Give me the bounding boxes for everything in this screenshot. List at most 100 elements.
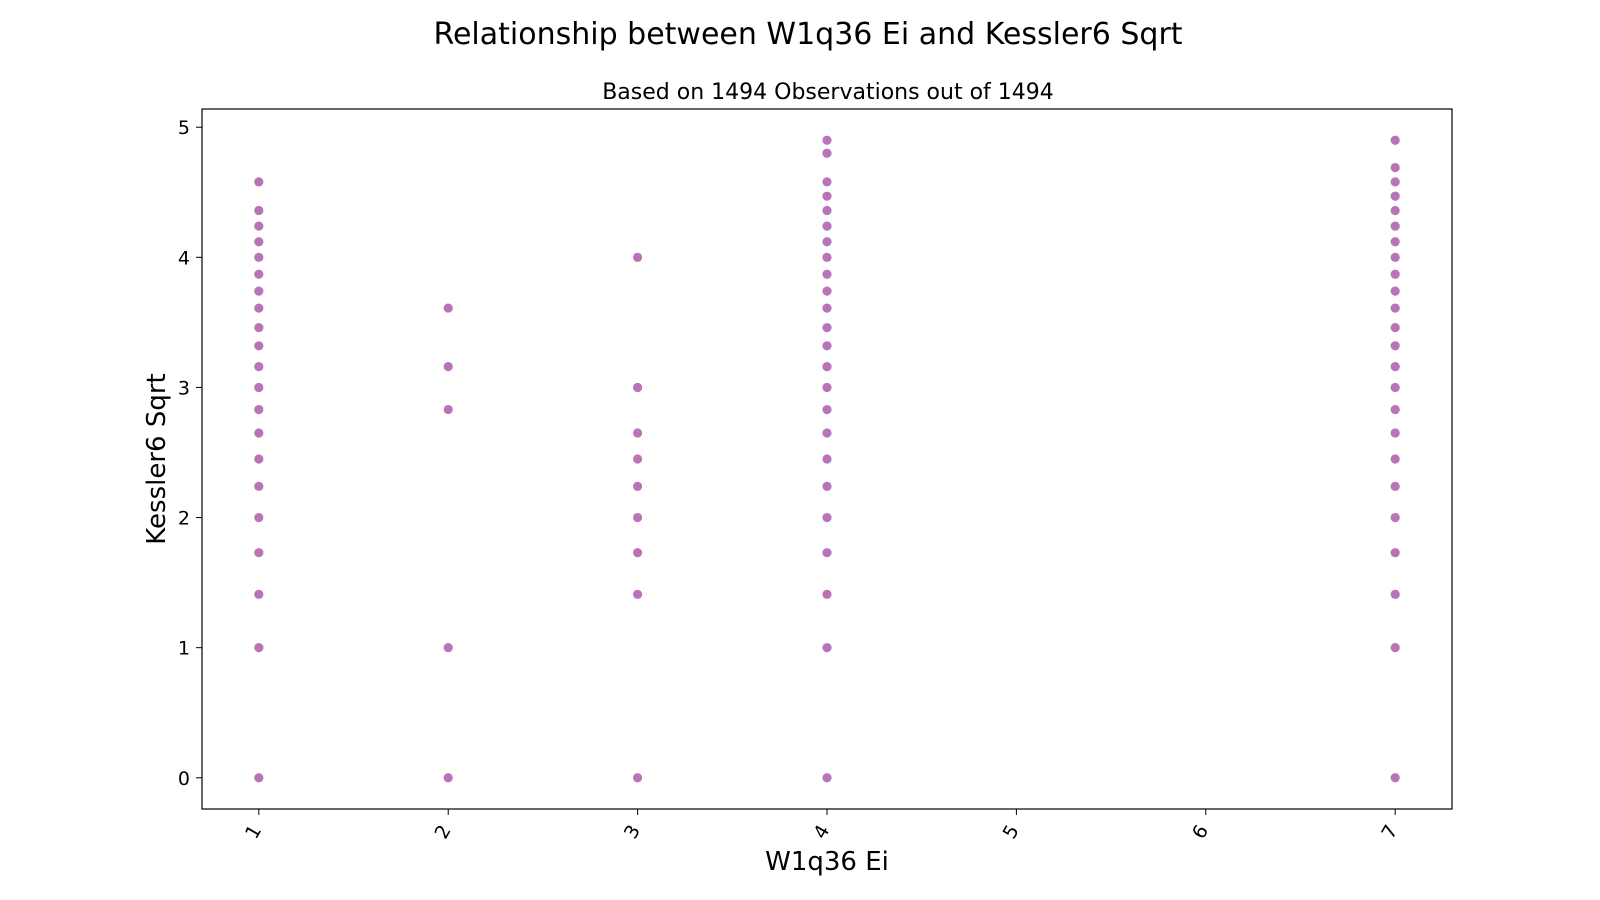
data-point: [1390, 252, 1400, 262]
data-point: [1390, 303, 1400, 313]
x-tick-label: 7: [1377, 821, 1402, 842]
x-tick-label: 5: [999, 821, 1024, 842]
data-point: [254, 773, 264, 783]
x-tick-label: 4: [809, 821, 834, 842]
data-point: [1390, 428, 1400, 438]
data-point: [822, 237, 832, 247]
data-point: [254, 221, 264, 231]
data-point: [254, 454, 264, 464]
data-points: [254, 135, 1400, 783]
x-tick-label: 1: [241, 821, 266, 842]
data-point: [254, 512, 264, 523]
x-tick-label: 6: [1188, 821, 1213, 842]
y-axis-label: Kessler6 Sqrt: [142, 373, 172, 544]
data-point: [633, 773, 643, 783]
data-point: [254, 269, 264, 279]
data-point: [1390, 269, 1400, 279]
data-point: [1390, 512, 1400, 523]
data-point: [822, 773, 832, 783]
x-tick-label: 3: [620, 821, 645, 842]
data-point: [254, 322, 264, 333]
y-axis-ticks: 0 1 2 3 4 5: [178, 117, 202, 790]
data-point: [822, 177, 832, 187]
data-point: [1390, 404, 1400, 415]
data-point: [1390, 548, 1400, 558]
data-point: [633, 252, 643, 262]
data-point: [633, 428, 643, 438]
data-point: [822, 148, 832, 158]
x-axis-ticks: 1 2 3 4 5 6 7: [241, 809, 1403, 843]
data-point: [254, 404, 264, 415]
data-point: [254, 237, 264, 247]
data-point: [633, 548, 643, 558]
data-point: [1390, 454, 1400, 464]
data-point: [254, 382, 264, 393]
data-point: [822, 322, 832, 333]
data-point: [254, 205, 264, 216]
data-point: [633, 589, 643, 599]
data-point: [1390, 205, 1400, 216]
data-point: [1390, 589, 1400, 599]
data-point: [1390, 135, 1400, 145]
chart-subtitle: Based on 1494 Observations out of 1494: [602, 80, 1054, 105]
data-point: [822, 252, 832, 262]
x-axis-label: W1q36 Ei: [765, 847, 889, 877]
data-point: [254, 362, 264, 372]
data-point: [822, 481, 832, 491]
data-point: [822, 269, 832, 279]
data-point: [633, 481, 643, 491]
data-point: [254, 341, 264, 351]
data-point: [1390, 237, 1400, 247]
data-point: [633, 382, 643, 393]
y-tick-label: 1: [178, 638, 190, 660]
data-point: [254, 428, 264, 438]
x-tick-label: 2: [430, 821, 455, 842]
data-point: [822, 286, 832, 296]
data-point: [822, 205, 832, 216]
data-point: [633, 512, 643, 523]
data-point: [254, 177, 264, 187]
data-point: [254, 286, 264, 296]
data-point: [633, 454, 643, 464]
data-point: [822, 512, 832, 523]
data-point: [822, 221, 832, 231]
data-point: [1390, 162, 1400, 173]
data-point: [254, 252, 264, 262]
data-point: [1390, 481, 1400, 491]
data-point: [1390, 341, 1400, 351]
data-point: [254, 589, 264, 599]
data-point: [1390, 643, 1400, 653]
y-tick-label: 2: [178, 508, 190, 530]
data-point: [822, 135, 832, 145]
data-point: [1390, 221, 1400, 231]
y-tick-label: 5: [178, 117, 190, 139]
data-point: [1390, 322, 1400, 333]
y-tick-label: 4: [178, 247, 190, 269]
data-point: [822, 589, 832, 599]
data-point: [254, 548, 264, 558]
data-point: [822, 643, 832, 653]
data-point: [822, 404, 832, 415]
data-point: [1390, 191, 1400, 201]
data-point: [1390, 286, 1400, 296]
data-point: [254, 481, 264, 491]
data-point: [822, 548, 832, 558]
data-point: [1390, 382, 1400, 393]
data-point: [443, 643, 453, 653]
data-point: [254, 303, 264, 313]
chart-title: Relationship between W1q36 Ei and Kessle…: [433, 17, 1182, 52]
data-point: [822, 362, 832, 372]
data-point: [822, 428, 832, 438]
data-point: [822, 191, 832, 201]
data-point: [443, 303, 453, 313]
y-tick-label: 0: [178, 768, 190, 790]
data-point: [443, 362, 453, 372]
data-point: [822, 303, 832, 313]
y-tick-label: 3: [178, 377, 190, 399]
data-point: [443, 404, 453, 415]
data-point: [1390, 177, 1400, 187]
data-point: [822, 341, 832, 351]
data-point: [443, 773, 453, 783]
data-point: [1390, 773, 1400, 783]
